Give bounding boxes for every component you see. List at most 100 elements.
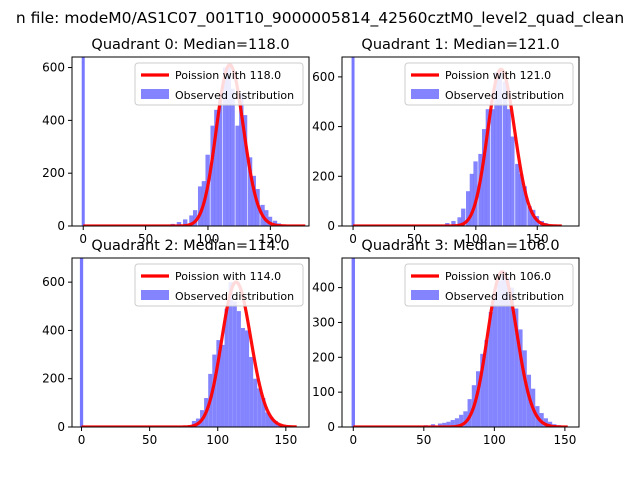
- x-tick-label: 150: [553, 433, 576, 447]
- quadrant-1-axes: 0 50 100 150 0 200 400 600 Quadrant 1: Median=12…: [312, 37, 580, 246]
- y-tick-label: 200: [312, 350, 335, 364]
- x-tick-label: 100: [206, 433, 229, 447]
- x-tick-label: 0: [78, 433, 86, 447]
- hist-bar: [473, 161, 478, 226]
- x-tick-label: 150: [526, 232, 549, 246]
- hist-bar: [244, 330, 250, 427]
- hist-bar: [451, 221, 456, 226]
- hist-bar: [242, 115, 248, 226]
- legend-label: Poission with 118.0: [175, 69, 281, 82]
- y-tick-label: 400: [42, 113, 65, 127]
- hist-bar: [261, 398, 266, 427]
- hist-bar: [501, 271, 506, 427]
- x-tick-label: 150: [259, 232, 282, 246]
- hist-bar: [176, 222, 182, 226]
- hist-bar: [506, 109, 511, 226]
- legend-box: [134, 62, 304, 106]
- hist-bar: [446, 421, 451, 427]
- hist-bar: [257, 388, 262, 427]
- hist-bar: [450, 420, 455, 427]
- y-tick-label: 200: [312, 169, 335, 183]
- y-tick-label: 100: [312, 385, 335, 399]
- y-tick-label: 200: [42, 372, 65, 386]
- x-tick-label: 50: [407, 232, 422, 246]
- hist-bar: [183, 219, 188, 226]
- legend-box: [404, 263, 574, 307]
- axes-frame: [341, 56, 580, 227]
- figure-suptitle: n file: modeM0/AS1C07_001T10_9000005814_…: [16, 9, 624, 28]
- hist-bar: [488, 312, 493, 427]
- hist-bar: [518, 329, 523, 427]
- hist-bar: [484, 339, 489, 427]
- legend-box: [134, 263, 304, 307]
- quadrant-title: Quadrant 3: Median=106.0: [361, 238, 559, 254]
- hist-bar: [518, 173, 524, 226]
- quadrant-title: Quadrant 2: Median=114.0: [91, 238, 289, 254]
- hist-bar: [239, 93, 244, 226]
- hist-bar: [494, 71, 499, 226]
- y-tick-label: 0: [327, 219, 335, 233]
- hist-bar: [232, 301, 237, 427]
- hist-bar: [522, 186, 527, 226]
- hist-bar: [522, 350, 527, 427]
- hist-bar: [476, 371, 481, 427]
- y-tick-label: 600: [42, 61, 65, 75]
- legend-label: Observed distribution: [175, 89, 294, 102]
- quadrant-0-plot: [81, 57, 306, 226]
- hist-bar: [192, 210, 198, 226]
- hist-bar: [230, 88, 235, 226]
- x-tick-label: 0: [349, 433, 357, 447]
- hist-bar: [497, 69, 503, 226]
- hist-bar: [235, 125, 240, 226]
- axes-frame: [71, 56, 310, 227]
- legend: Poission with 106.0 Observed distribution: [404, 263, 574, 307]
- legend-label: Poission with 114.0: [175, 270, 281, 283]
- hist-bar: [224, 308, 229, 427]
- legend-label: Observed distribution: [445, 290, 564, 303]
- hist-bar: [510, 136, 515, 226]
- hist-bar: [226, 64, 232, 226]
- axes-frame: [341, 257, 580, 428]
- quadrant-3-plot: [351, 258, 568, 427]
- legend-bar-swatch: [411, 89, 439, 99]
- hist-bar: [505, 277, 510, 427]
- hist-bar: [466, 191, 471, 226]
- quadrant-2-axes: 0 50 100 150 0 200 400 600 Quadrant 2: Median=11…: [42, 238, 310, 447]
- x-tick-label: 100: [197, 232, 220, 246]
- legend-bar-swatch: [141, 89, 169, 99]
- y-tick-label: 400: [312, 120, 335, 134]
- legend: Poission with 121.0 Observed distribution: [404, 62, 574, 106]
- hist-bar: [485, 109, 490, 226]
- y-tick-label: 400: [312, 281, 335, 295]
- hist-bar: [502, 81, 508, 226]
- legend-label: Observed distribution: [445, 89, 564, 102]
- poisson-curve: [353, 270, 568, 427]
- y-tick-label: 200: [42, 166, 65, 180]
- x-tick-label: 100: [483, 433, 506, 447]
- hist-bar: [197, 186, 203, 226]
- legend: Poission with 114.0 Observed distribution: [134, 263, 304, 307]
- hist-bar: [492, 291, 498, 427]
- hist-bar: [269, 417, 274, 427]
- hist-bar: [457, 217, 462, 226]
- legend-label: Observed distribution: [175, 290, 294, 303]
- hist-bar: [497, 280, 502, 427]
- x-tick-label: 50: [416, 433, 431, 447]
- poisson-curve: [83, 63, 306, 226]
- hist-bar: [527, 206, 532, 226]
- axes-frame: [71, 257, 310, 428]
- hist-bar: [543, 418, 548, 427]
- hist-bar: [249, 356, 254, 427]
- legend-bar-swatch: [141, 290, 169, 300]
- quadrant-3-axes: 0 50 100 150 0 100 200 300 400 Quadrant 3: Median…: [312, 238, 580, 447]
- hist-bar: [463, 411, 468, 427]
- zero-spike-bar: [81, 57, 85, 226]
- y-tick-label: 400: [42, 323, 65, 337]
- hist-bar: [240, 328, 245, 427]
- hist-bar: [214, 109, 219, 226]
- y-tick-label: 0: [327, 420, 335, 434]
- quadrant-title: Quadrant 0: Median=118.0: [91, 37, 289, 53]
- zero-spike-bar: [351, 57, 355, 226]
- zero-spike-bar: [351, 258, 355, 427]
